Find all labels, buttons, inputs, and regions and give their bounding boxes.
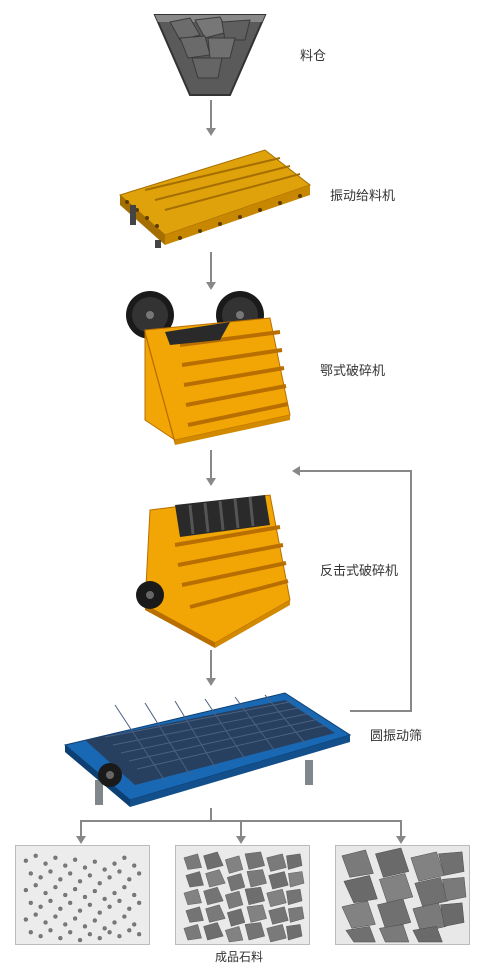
feedback-line-1 [300, 470, 410, 472]
output-pile-3 [335, 845, 470, 945]
stage-hopper [150, 10, 270, 100]
stage-feeder [105, 140, 315, 250]
process-flow-diagram: 料仓 振动给料机 [0, 0, 500, 957]
feedback-arrow-head [292, 466, 300, 476]
arrow-feeder-jaw [210, 252, 212, 284]
stage-jaw-crusher [120, 290, 300, 450]
output-pile-1 [15, 845, 150, 945]
label-screen: 圆振动筛 [370, 725, 422, 744]
label-hopper: 料仓 [300, 45, 326, 64]
feedback-line-2 [410, 470, 412, 710]
stage-vibrating-screen [55, 685, 355, 815]
branch-right-head [396, 836, 406, 844]
branch-right-drop [400, 820, 402, 836]
stage-impact-crusher [120, 485, 300, 650]
output-pile-2 [175, 845, 310, 945]
label-jaw: 鄂式破碎机 [320, 360, 385, 379]
branch-stem [210, 808, 212, 820]
arrow-jaw-impact [210, 450, 212, 480]
feedback-line-3 [350, 710, 412, 712]
label-feeder: 振动给料机 [330, 185, 395, 204]
branch-left-drop [80, 820, 82, 836]
label-impact: 反击式破碎机 [320, 560, 398, 579]
branch-mid-head [236, 836, 246, 844]
arrow-impact-screen [210, 650, 212, 680]
arrow-hopper-feeder [210, 100, 212, 130]
branch-mid-drop [240, 820, 242, 836]
branch-left-head [76, 836, 86, 844]
